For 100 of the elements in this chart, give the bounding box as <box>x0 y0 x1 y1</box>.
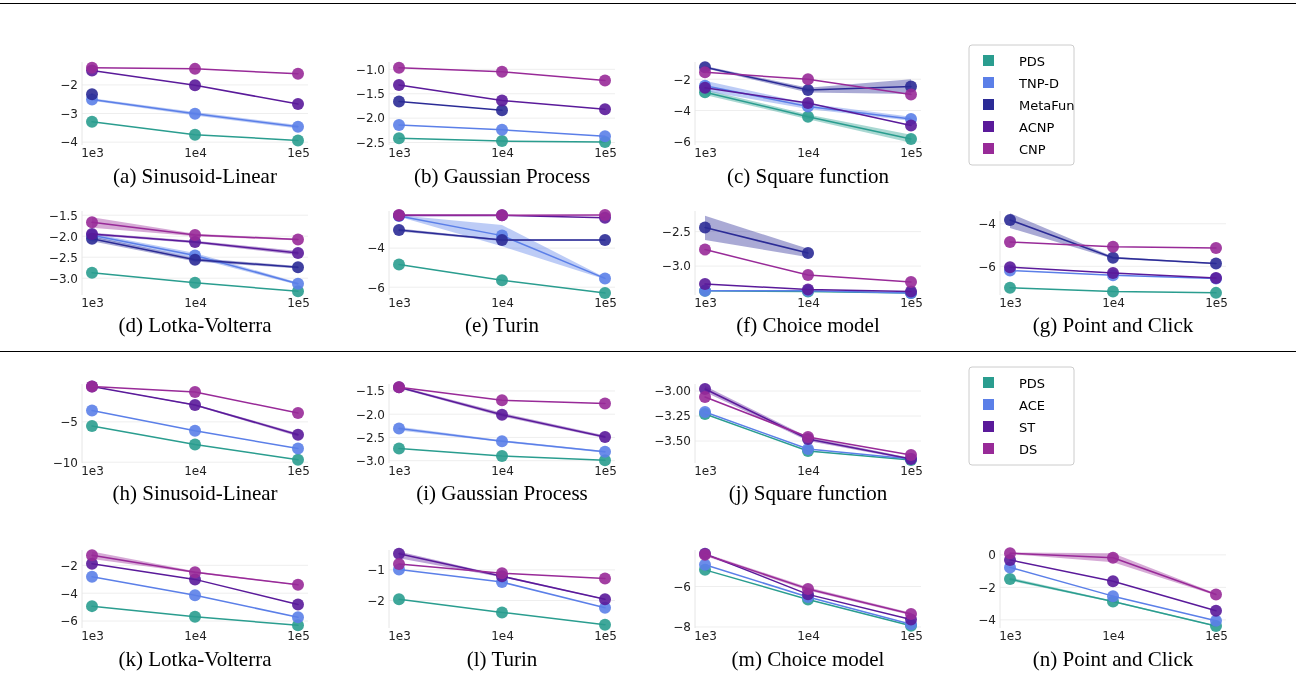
text: (f) Choice model <box>736 313 880 337</box>
y-tick-label: −6 <box>673 135 691 150</box>
y-tick-label: −1 <box>367 563 385 578</box>
text: (h) Sinusoid-Linear <box>112 481 278 505</box>
x-tick-label: 1e3 <box>81 295 104 310</box>
x-tick-label: 1e5 <box>900 145 923 160</box>
x-tick-label: 1e4 <box>184 145 207 160</box>
y-tick-label: −2.5 <box>355 135 385 150</box>
text: (j) Square function <box>728 481 888 505</box>
x-tick-label: 1e4 <box>184 463 207 478</box>
y-tick-label: −3.0 <box>355 454 385 469</box>
text: (g) Point and Click <box>1032 313 1194 337</box>
x-tick-label: 1e5 <box>594 145 617 160</box>
y-tick-label: −3.0 <box>48 271 78 286</box>
y-tick-label: 0 <box>988 548 996 563</box>
x-tick-label: 1e4 <box>797 463 820 478</box>
y-tick-label: −8 <box>673 620 691 635</box>
text: (l) Turin <box>466 647 538 671</box>
x-tick-label: 1e5 <box>594 463 617 478</box>
x-tick-label: 1e4 <box>797 628 820 643</box>
y-tick-label: −2.0 <box>48 229 78 244</box>
x-tick-label: 1e5 <box>900 295 923 310</box>
x-tick-label: 1e4 <box>184 628 207 643</box>
y-tick-label: −1.5 <box>355 87 385 102</box>
x-tick-label: 1e4 <box>491 145 514 160</box>
legend-label: DS <box>1019 442 1038 457</box>
y-tick-label: −4 <box>978 613 996 628</box>
x-tick-label: 1e4 <box>797 145 820 160</box>
y-tick-label: −5 <box>60 415 78 430</box>
y-tick-label: −10 <box>52 455 78 470</box>
text: (c) Square function <box>726 164 890 188</box>
legend-label: ACNP <box>1019 120 1055 135</box>
text: (b) Gaussian Process <box>413 164 591 188</box>
x-tick-label: 1e5 <box>900 628 923 643</box>
y-tick-label: −2 <box>367 593 385 608</box>
legend-label: TNP-D <box>1018 76 1059 91</box>
x-tick-label: 1e3 <box>388 463 411 478</box>
y-tick-label: −2.0 <box>355 407 385 422</box>
x-tick-label: 1e5 <box>1205 295 1228 310</box>
y-tick-label: −4 <box>367 241 385 256</box>
y-tick-label: −2 <box>978 580 996 595</box>
x-tick-label: 1e3 <box>81 628 104 643</box>
x-tick-label: 1e3 <box>694 463 717 478</box>
y-tick-label: −3.00 <box>654 384 691 399</box>
y-tick-label: −2.0 <box>355 111 385 126</box>
legend-label: MetaFun <box>1019 98 1075 113</box>
y-tick-label: −3.50 <box>654 434 691 449</box>
legend-label: PDS <box>1019 376 1046 391</box>
x-tick-label: 1e5 <box>594 628 617 643</box>
x-tick-label: 1e4 <box>1102 295 1125 310</box>
text: (m) Choice model <box>731 647 885 671</box>
x-tick-label: 1e3 <box>388 295 411 310</box>
x-tick-label: 1e3 <box>388 145 411 160</box>
x-tick-label: 1e4 <box>184 295 207 310</box>
x-tick-label: 1e3 <box>81 463 104 478</box>
x-tick-label: 1e4 <box>797 295 820 310</box>
legend-label: ST <box>1019 420 1036 435</box>
y-tick-label: −3.0 <box>661 259 691 274</box>
y-tick-label: −2.5 <box>355 430 385 445</box>
x-tick-label: 1e3 <box>999 628 1022 643</box>
x-tick-label: 1e3 <box>999 295 1022 310</box>
y-tick-label: −2 <box>673 72 691 87</box>
y-tick-label: −6 <box>673 579 691 594</box>
text: (e) Turin <box>464 313 540 337</box>
legend-label: ACE <box>1019 398 1045 413</box>
x-tick-label: 1e5 <box>900 463 923 478</box>
text: (d) Lotka-Volterra <box>118 313 273 337</box>
y-tick-label: −1.5 <box>355 384 385 399</box>
y-tick-label: −4 <box>673 103 691 118</box>
x-tick-label: 1e5 <box>594 295 617 310</box>
text: (k) Lotka-Volterra <box>118 647 273 671</box>
x-tick-label: 1e3 <box>694 628 717 643</box>
text: (a) Sinusoid-Linear <box>113 164 277 188</box>
y-tick-label: −4 <box>60 135 78 150</box>
y-tick-label: −2 <box>60 558 78 573</box>
x-tick-label: 1e3 <box>694 295 717 310</box>
x-tick-label: 1e4 <box>491 628 514 643</box>
x-tick-label: 1e4 <box>1102 628 1125 643</box>
x-tick-label: 1e5 <box>287 628 310 643</box>
x-tick-label: 1e5 <box>1205 628 1228 643</box>
x-tick-label: 1e3 <box>694 145 717 160</box>
y-tick-label: −4 <box>978 217 996 232</box>
x-tick-label: 1e5 <box>287 463 310 478</box>
y-tick-label: −1.0 <box>355 62 385 77</box>
y-tick-label: −2.5 <box>661 225 691 239</box>
legend-label: CNP <box>1019 142 1046 157</box>
y-tick-label: −3.25 <box>654 409 691 424</box>
x-tick-label: 1e5 <box>287 295 310 310</box>
y-tick-label: −2 <box>60 78 78 93</box>
x-tick-label: 1e3 <box>81 145 104 160</box>
legend-label: PDS <box>1019 54 1046 69</box>
y-tick-label: −6 <box>367 280 385 295</box>
text: (i) Gaussian Process <box>416 481 588 505</box>
text: (n) Point and Click <box>1032 647 1194 671</box>
y-tick-label: −1.5 <box>48 208 78 223</box>
x-tick-label: 1e4 <box>491 295 514 310</box>
y-tick-label: −3 <box>60 106 78 121</box>
y-tick-label: −6 <box>60 614 78 629</box>
x-tick-label: 1e4 <box>491 463 514 478</box>
x-tick-label: 1e3 <box>388 628 411 643</box>
